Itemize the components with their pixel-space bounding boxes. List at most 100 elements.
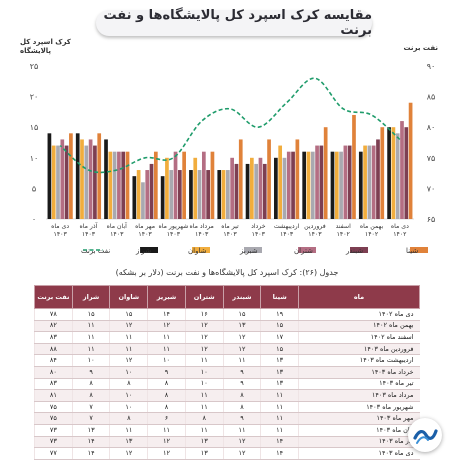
- bar-5-8: [160, 176, 165, 219]
- value-cell: ۱۵: [71, 308, 110, 321]
- x-tick-year-label: ۱۴۰۲: [365, 231, 379, 238]
- value-cell: ۱۱: [71, 343, 110, 356]
- bar-4-8: [165, 157, 169, 219]
- legend-label-0: شینا: [406, 247, 418, 255]
- value-cell: ۱۷: [260, 331, 299, 344]
- value-cell: ۸۳: [34, 331, 73, 344]
- bar-0-4: [295, 139, 300, 219]
- bar-3-10: [112, 151, 117, 219]
- value-cell: ۱۳: [260, 354, 299, 367]
- value-cell: ۱۱: [147, 343, 186, 356]
- legend-swatch-3: [244, 247, 262, 253]
- value-cell: ۱۲: [222, 331, 261, 344]
- x-tick-year-label: ۱۴۰۳: [195, 231, 209, 238]
- table-header-cell: شبریز: [147, 285, 186, 309]
- table-row: دی ماه ۱۴۰۲ ۱۹ ۱۵ ۱۶ ۱۴ ۱۵ ۱۵ ۷۸: [34, 308, 420, 321]
- value-cell: ۱۲: [184, 331, 224, 344]
- value-cell: ۱۲: [222, 447, 261, 460]
- month-cell: دی ماه ۱۴۰۲: [298, 308, 420, 321]
- x-tick-year-label: ۱۴۰۲: [337, 231, 351, 238]
- logo-mark-icon: [413, 429, 438, 444]
- value-cell: ۸: [147, 389, 186, 402]
- value-cell: ۸۸: [34, 343, 73, 356]
- value-cell: ۹: [222, 366, 261, 379]
- table-body: دی ماه ۱۴۰۲ ۱۹ ۱۵ ۱۶ ۱۴ ۱۵ ۱۵ ۷۸ بهمن ماه ۱۴۰۲ ۱۵…: [34, 308, 420, 460]
- bar-2-8: [173, 151, 178, 219]
- x-tick-label: آبان ماه: [107, 221, 128, 230]
- left-axis-title: کرک اسپرد کل پالایشگاه: [20, 38, 71, 55]
- value-cell: ۸۱: [34, 389, 73, 402]
- value-cell: ۸۳: [34, 378, 73, 391]
- value-cell: ۱۱: [71, 331, 110, 344]
- month-cell: اسفند ماه ۱۴۰۲: [298, 331, 420, 344]
- x-tick-year-label: ۱۴۰۳: [110, 231, 124, 238]
- value-cell: ۱۱: [260, 401, 299, 414]
- bar-4-9: [136, 170, 141, 219]
- value-cell: ۱۱: [147, 424, 186, 437]
- value-cell: ۷۳: [34, 424, 73, 437]
- value-cell: ۸: [147, 401, 186, 414]
- value-cell: ۸: [109, 412, 148, 425]
- legend-label-6: نفت برنت: [81, 247, 110, 255]
- bar-5-11: [75, 133, 80, 219]
- legend-label-4: شاوان: [188, 247, 207, 255]
- value-cell: ۹: [71, 366, 110, 379]
- right-tick-label: ۷۵: [427, 154, 436, 163]
- value-cell: ۸۲: [34, 320, 73, 333]
- bar-2-1: [371, 145, 376, 219]
- value-cell: ۱۱: [109, 424, 148, 437]
- bar-5-1: [358, 151, 363, 219]
- value-cell: ۱۱: [184, 389, 224, 402]
- bar-1-0: [404, 127, 409, 219]
- table-row: فروردین ماه ۱۴۰۳ ۱۵ ۱۲ ۱۲ ۱۱ ۱۱ ۱۱ ۸۸: [34, 343, 420, 356]
- bar-4-4: [278, 145, 283, 219]
- value-cell: ۱۲: [222, 436, 261, 449]
- value-cell: ۱۲: [109, 447, 148, 460]
- table-row: مهر ماه ۱۴۰۳ ۱۱ ۹ ۸ ۶ ۸ ۷ ۷۵: [34, 412, 420, 425]
- bar-3-6: [226, 170, 230, 219]
- left-tick-label: ۲۰: [30, 93, 39, 102]
- value-cell: ۷۸: [34, 308, 73, 321]
- x-tick-year-label: ۱۴۰۳: [223, 231, 237, 238]
- bar-1-12: [64, 145, 69, 219]
- month-cell: فروردین ماه ۱۴۰۳: [298, 343, 420, 356]
- chart-title: مقایسه کرک اسپرد کل پالایشگاه‌ها و نفت ب…: [96, 8, 372, 38]
- bar-3-3: [310, 151, 315, 219]
- bar-2-2: [343, 145, 348, 219]
- bar-0-5: [267, 139, 271, 219]
- month-cell: مرداد ماه ۱۴۰۳: [298, 389, 420, 402]
- value-cell: ۱۹: [260, 308, 299, 321]
- bar-4-6: [221, 170, 226, 219]
- legend-swatch-5: [140, 247, 158, 253]
- legend-swatch-2: [298, 247, 316, 253]
- bar-5-0: [387, 127, 391, 219]
- value-cell: ۱۵: [109, 308, 148, 321]
- table-row: دی ماه ۱۴۰۳ ۱۴ ۱۲ ۱۳ ۱۲ ۱۲ ۱۴ ۷۷: [34, 447, 420, 460]
- bar-5-2: [330, 151, 335, 219]
- bar-5-9: [132, 176, 137, 219]
- value-cell: ۱۰: [109, 389, 148, 402]
- bar-4-3: [306, 151, 311, 219]
- bar-4-2: [334, 151, 339, 219]
- value-cell: ۱۱: [184, 354, 224, 367]
- bar-0-10: [125, 151, 130, 219]
- value-cell: ۹: [222, 412, 261, 425]
- bar-5-7: [189, 170, 193, 219]
- x-tick-label: دی ماه: [391, 223, 409, 230]
- value-cell: ۱۲: [222, 343, 261, 356]
- bar-5-5: [245, 163, 250, 219]
- bar-1-11: [93, 145, 97, 219]
- x-tick-label: مهر ماه: [135, 223, 155, 230]
- legend-swatch-4: [192, 247, 210, 253]
- bar-3-2: [339, 151, 343, 219]
- table-row: آذر ماه ۱۴۰۳ ۱۴ ۱۲ ۱۳ ۱۲ ۱۳ ۱۴ ۷۳: [34, 436, 420, 449]
- value-cell: ۱۴: [147, 308, 186, 321]
- bar-5-12: [47, 133, 52, 219]
- value-cell: ۱۱: [184, 424, 224, 437]
- bar-1-5: [262, 163, 267, 219]
- value-cell: ۱۱: [184, 401, 224, 414]
- x-tick-label: مرداد ماه: [190, 223, 214, 230]
- bar-3-5: [254, 163, 259, 219]
- x-tick-label: شهریور ماه: [159, 223, 189, 230]
